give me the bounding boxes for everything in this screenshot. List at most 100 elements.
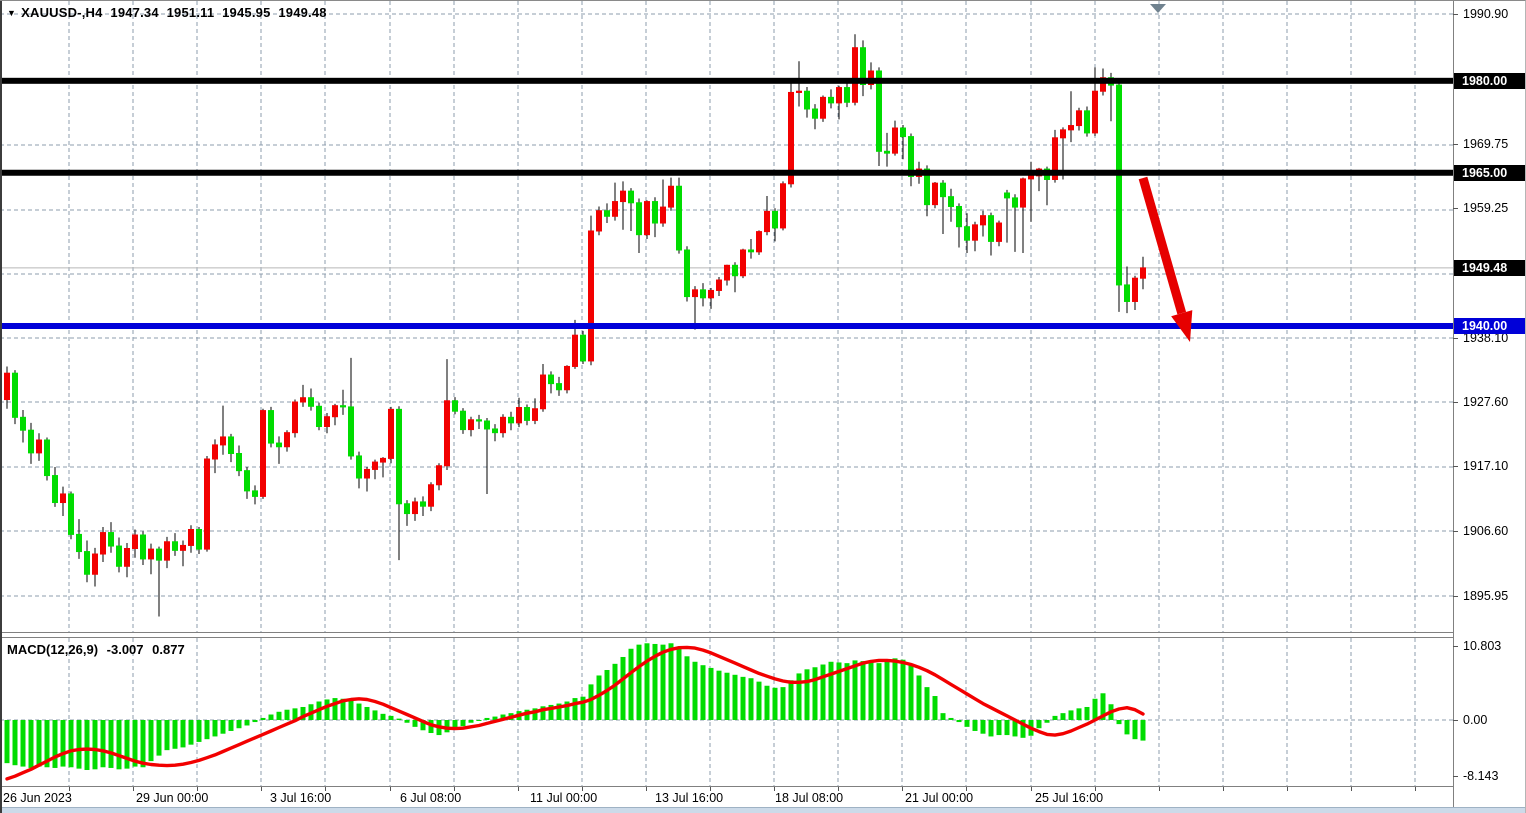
candle: [164, 536, 170, 569]
candle-body-bull: [284, 432, 290, 448]
candle-body-bear: [356, 455, 362, 479]
macd-histogram-bar: [300, 706, 306, 720]
candle-body-bull: [260, 410, 266, 497]
macd-tick: [1453, 645, 1458, 647]
price-tick: [1453, 596, 1458, 597]
macd-histogram-bar: [68, 720, 74, 768]
candle-body-bull: [532, 408, 538, 421]
macd-histogram-bar: [180, 720, 186, 748]
scroll-marker-icon[interactable]: [1150, 4, 1166, 13]
candle-body-bull: [660, 206, 666, 224]
time-tick: [518, 787, 519, 791]
candle: [1068, 91, 1074, 143]
macd-histogram-bar: [1124, 720, 1130, 735]
candle-body-bull: [212, 444, 218, 460]
candle: [84, 540, 90, 583]
macd-histogram-bar: [692, 661, 698, 720]
candle-body-bull: [500, 416, 506, 434]
macd-histogram-bar: [236, 720, 242, 729]
candle-body-bull: [516, 407, 522, 424]
candle: [444, 359, 450, 471]
level-line-1965.00[interactable]: [0, 169, 1453, 176]
candle: [796, 61, 802, 107]
macd-histogram-bar: [1092, 698, 1098, 720]
time-axis-label: 6 Jul 08:00: [400, 791, 462, 805]
candle: [300, 384, 306, 407]
candle-body-bull: [788, 91, 794, 185]
candle-body-bear: [1084, 110, 1090, 134]
candle: [404, 500, 410, 526]
candle-body-bear: [252, 490, 258, 497]
level-line-1940.00[interactable]: [0, 322, 1453, 329]
price-axis[interactable]: 1990.90 1969.75 1959.25 1938.10 1927.60 1917.…: [1453, 1, 1525, 807]
macd-histogram-bar: [228, 720, 234, 731]
candle: [284, 430, 290, 452]
candle: [204, 455, 210, 552]
macd-histogram-bar: [156, 720, 162, 756]
candle: [692, 286, 698, 330]
candle: [340, 389, 346, 415]
candle-body-bear: [84, 551, 90, 575]
candle-body-bull: [708, 289, 714, 299]
candle: [92, 547, 98, 587]
candles-layer: [4, 34, 1146, 617]
time-axis-label: 3 Jul 16:00: [270, 791, 332, 805]
candle-body-bull: [588, 230, 594, 362]
candle-body-bull: [1028, 175, 1034, 180]
time-tick: [454, 787, 455, 791]
price-tick: [1453, 466, 1458, 468]
time-axis-label: 25 Jul 16:00: [1035, 791, 1104, 805]
candle: [484, 417, 490, 494]
candle-body-bear: [244, 470, 250, 492]
macd-histogram-bar: [668, 643, 674, 720]
price-badge-1965.00: 1965.00: [1454, 164, 1525, 181]
macd-histogram-bar: [36, 720, 42, 767]
time-tick: [582, 787, 583, 791]
candle: [612, 182, 618, 221]
candle-body-bear: [804, 90, 810, 110]
macd-histogram-bar: [900, 659, 906, 720]
candle-body-bull: [932, 182, 938, 206]
time-axis-label: 11 Jul 00:00: [530, 791, 598, 805]
candle-body-bear: [44, 439, 50, 477]
candle-body-bull: [372, 461, 378, 470]
price-tick-label: 1990.90: [1463, 7, 1509, 21]
candle-body-bull: [100, 532, 106, 555]
macd-histogram-bar: [1036, 720, 1042, 729]
macd-histogram-bar: [548, 704, 554, 720]
macd-histogram-bar: [844, 663, 850, 720]
candle: [308, 388, 314, 411]
macd-histogram-bar: [348, 700, 354, 720]
candle: [356, 451, 362, 489]
macd-histogram-bar: [1100, 693, 1106, 720]
time-tick: [1031, 787, 1032, 791]
level-line-1980.00[interactable]: [0, 77, 1453, 84]
candle-body-bear: [876, 70, 882, 152]
macd-histogram-bar: [76, 720, 82, 769]
time-axis[interactable]: 26 Jun 2023 29 Jun 00:00 3 Jul 16:00 6 Jul …: [0, 787, 1453, 807]
candle: [44, 437, 50, 481]
time-tick: [325, 787, 326, 791]
trend-arrow[interactable]: [1138, 176, 1193, 342]
candle-body-bear: [396, 408, 402, 505]
macd-histogram-bar: [340, 698, 346, 720]
candle-body-bear: [476, 419, 482, 422]
candle-body-bull: [60, 493, 66, 504]
price-chart-canvas[interactable]: [0, 1, 1453, 633]
candle: [28, 422, 34, 464]
trend-arrow-head[interactable]: [1171, 310, 1193, 342]
panel-separator-top[interactable]: [0, 632, 1453, 633]
grid-layer: [0, 1, 1453, 633]
macd-histogram-bar: [500, 714, 506, 720]
candle: [772, 208, 778, 242]
candle: [892, 120, 898, 156]
candle-body-bull: [692, 289, 698, 298]
time-tick: [646, 787, 647, 791]
macd-histogram-bar: [948, 717, 954, 720]
candle-body-bear: [684, 249, 690, 298]
candle: [596, 206, 602, 236]
macd-indicator-canvas[interactable]: [0, 638, 1453, 786]
trend-arrow-shaft[interactable]: [1138, 176, 1187, 315]
candle: [332, 403, 338, 426]
candle: [532, 398, 538, 425]
